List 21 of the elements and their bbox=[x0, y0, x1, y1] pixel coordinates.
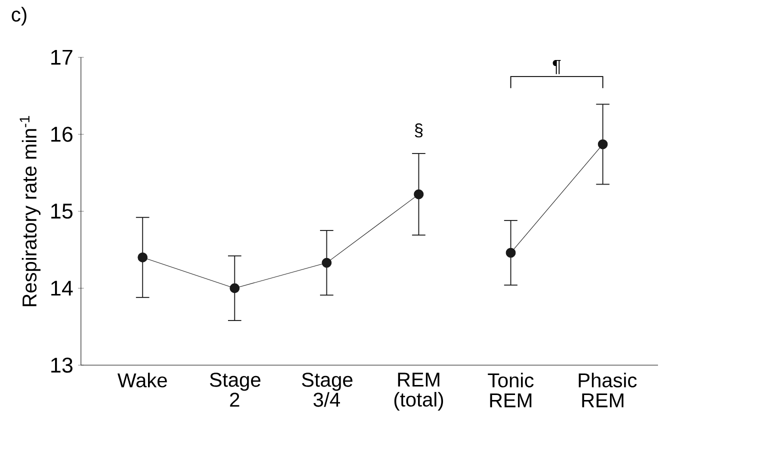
y-tick-label: 15 bbox=[51, 204, 72, 219]
point bbox=[230, 283, 240, 294]
x-tick-label: Tonic REM bbox=[488, 372, 534, 408]
point bbox=[322, 258, 332, 268]
y-tick-label: 17 bbox=[51, 50, 72, 65]
point bbox=[414, 189, 424, 200]
x-tick-label: REM (total) bbox=[394, 372, 444, 411]
y-axis-title: Respiratory rate min$^{-1}$ bbox=[20, 116, 41, 306]
y-tick-label: 13 bbox=[51, 358, 72, 373]
x-tick-label: Stage 3/4 bbox=[302, 372, 352, 407]
x-tick-label: Wake bbox=[118, 372, 167, 388]
x-tick-label: Stage 2 bbox=[210, 372, 260, 407]
annotation: § bbox=[414, 124, 423, 138]
annotation: ¶ bbox=[552, 60, 561, 74]
y-tick-label: 16 bbox=[51, 126, 72, 142]
x-tick-label: Phasic REM bbox=[578, 372, 637, 408]
point bbox=[138, 252, 148, 262]
y-tick-label: 14 bbox=[51, 280, 73, 296]
point bbox=[598, 139, 608, 150]
text: c) bbox=[12, 7, 26, 26]
point bbox=[506, 248, 516, 258]
